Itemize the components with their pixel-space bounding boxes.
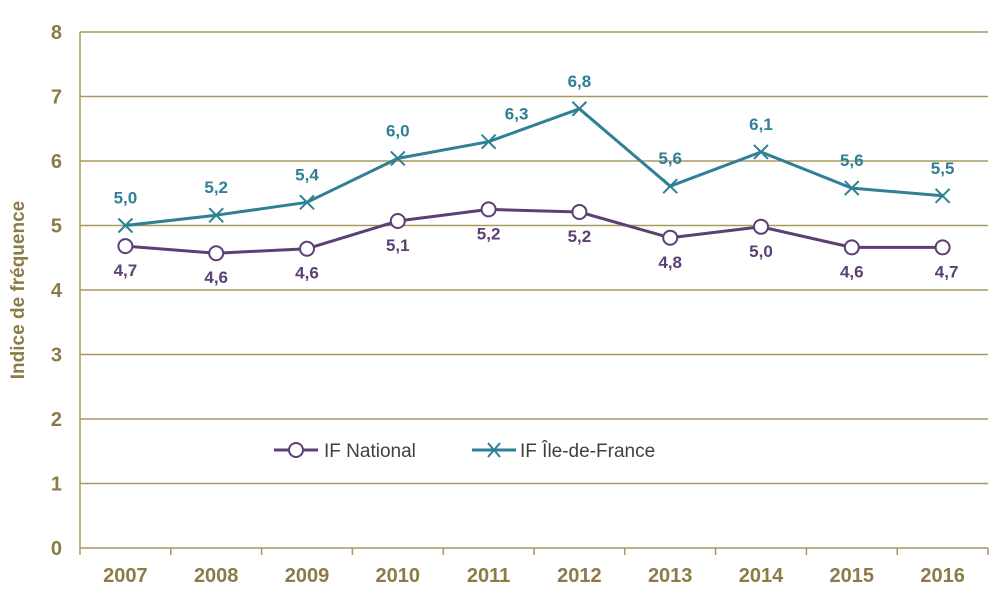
data-label-idf-2010: 6,0 xyxy=(386,121,410,140)
legend-circle-marker-icon xyxy=(288,442,304,458)
y-tick-label: 3 xyxy=(51,345,62,367)
data-labels: 4,7 4,6 4,6 5,1 5,2 5,2 4,8 5,0 4,6 4,7 5,0 5,2 5,4 6… xyxy=(114,72,959,287)
y-tick-label: 7 xyxy=(51,87,62,109)
gridlines xyxy=(80,31,988,549)
point-national-2016 xyxy=(934,239,951,256)
legend: IF National IF Île-de-France xyxy=(274,440,655,462)
x-tick-label-2015: 2015 xyxy=(830,565,875,587)
point-national-2007 xyxy=(117,238,134,255)
point-idf-2007 xyxy=(117,217,134,234)
y-tick-label: 8 xyxy=(51,22,62,44)
y-tick-label: 4 xyxy=(51,280,63,302)
point-national-2008 xyxy=(208,245,225,262)
point-idf-2011 xyxy=(480,133,497,150)
x-tick-label-2007: 2007 xyxy=(103,565,148,587)
x-tick-label-2014: 2014 xyxy=(739,565,784,587)
point-national-2009 xyxy=(299,240,315,257)
point-national-2010 xyxy=(389,212,406,229)
x-tick-label-2010: 2010 xyxy=(376,565,421,587)
x-tick-label-2012: 2012 xyxy=(557,565,602,587)
series-lines xyxy=(125,107,943,255)
legend-item-national: IF National xyxy=(274,441,416,462)
data-label-national-2011: 5,2 xyxy=(477,224,501,243)
point-national-2012 xyxy=(571,203,588,220)
data-label-idf-2014: 6,1 xyxy=(749,115,773,134)
y-tick-label: 6 xyxy=(51,151,62,173)
y-tick-label: 1 xyxy=(51,474,62,496)
series-markers xyxy=(117,101,951,262)
point-national-2011 xyxy=(480,201,497,218)
series-line-national xyxy=(125,207,943,255)
legend-x-marker-icon xyxy=(487,442,501,458)
x-tick-label-2009: 2009 xyxy=(285,565,330,587)
data-label-idf-2007: 5,0 xyxy=(114,189,138,208)
data-label-national-2009: 4,6 xyxy=(295,264,319,283)
point-idf-2012 xyxy=(571,101,588,117)
point-idf-2016 xyxy=(934,188,951,204)
data-label-idf-2009: 5,4 xyxy=(295,165,319,184)
y-tick-label: 2 xyxy=(51,409,62,431)
data-label-national-2014: 5,0 xyxy=(749,242,773,261)
point-idf-2013 xyxy=(662,178,678,194)
point-idf-2008 xyxy=(208,207,224,223)
legend-label-national: IF National xyxy=(324,441,416,462)
point-national-2013 xyxy=(662,229,679,246)
data-label-national-2015: 4,6 xyxy=(840,262,864,281)
point-idf-2010 xyxy=(390,150,406,167)
point-national-2014 xyxy=(753,218,769,235)
data-label-idf-2013: 5,6 xyxy=(658,149,682,168)
data-label-idf-2011: 6,3 xyxy=(505,105,529,124)
data-label-national-2007: 4,7 xyxy=(114,261,138,280)
legend-item-idf: IF Île-de-France xyxy=(472,440,655,462)
series-line-idf xyxy=(125,107,943,227)
point-idf-2014 xyxy=(753,144,769,160)
x-tick-label-2016: 2016 xyxy=(920,565,965,587)
data-label-national-2016: 4,7 xyxy=(935,262,959,281)
y-tick-label: 5 xyxy=(51,216,62,238)
x-tick-label-2013: 2013 xyxy=(648,565,693,587)
x-tick-label-2008: 2008 xyxy=(194,565,239,587)
axes: 0 1 2 3 4 5 6 7 8 2007 2008 2009 2010 2011 2012 2013 201… xyxy=(51,22,989,587)
point-idf-2009 xyxy=(299,194,315,210)
data-label-idf-2015: 5,6 xyxy=(840,151,864,170)
data-label-national-2010: 5,1 xyxy=(386,236,410,255)
point-idf-2015 xyxy=(844,180,860,196)
x-tick-label-2011: 2011 xyxy=(467,565,510,587)
data-label-national-2013: 4,8 xyxy=(658,253,682,272)
data-label-idf-2008: 5,2 xyxy=(204,178,228,197)
legend-label-idf: IF Île-de-France xyxy=(520,440,655,462)
y-tick-label: 0 xyxy=(51,538,62,560)
point-national-2015 xyxy=(843,239,860,256)
y-axis-label: Indice de fréquence xyxy=(8,201,29,379)
data-label-national-2008: 4,6 xyxy=(204,268,228,287)
data-label-idf-2012: 6,8 xyxy=(568,72,592,91)
data-label-national-2012: 5,2 xyxy=(568,227,592,246)
data-label-idf-2016: 5,5 xyxy=(931,159,955,178)
